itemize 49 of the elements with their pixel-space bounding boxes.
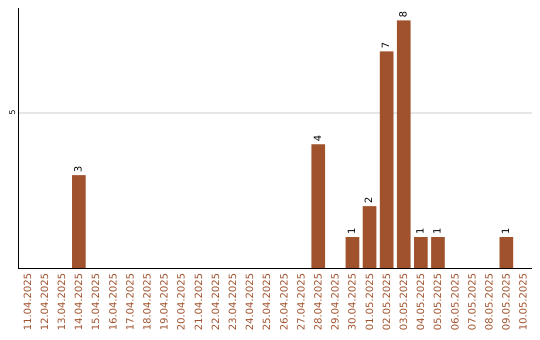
x-tick-label: 10.05.2025 <box>518 273 530 330</box>
x-tick-label: 08.05.2025 <box>484 273 496 330</box>
x-tick-label: 12.04.2025 <box>40 273 51 330</box>
bar <box>500 237 514 268</box>
data-label: 4 <box>312 134 324 142</box>
x-tick-label: 06.05.2025 <box>450 273 462 330</box>
x-tick-label: 30.04.2025 <box>348 273 359 330</box>
x-tick-label: 25.04.2025 <box>262 273 274 330</box>
data-label: 8 <box>398 11 410 18</box>
data-label: 1 <box>500 228 512 234</box>
x-tick-label: 27.04.2025 <box>296 273 308 330</box>
x-tick-label: 11.04.2025 <box>22 273 34 330</box>
x-tick-label: 18.04.2025 <box>142 273 154 330</box>
bar <box>362 206 376 268</box>
x-tick-label: 15.04.2025 <box>91 273 102 330</box>
x-tick-label: 03.05.2025 <box>399 273 410 330</box>
data-label: 2 <box>364 196 376 204</box>
x-tick-label: 07.05.2025 <box>467 273 478 330</box>
x-tick-label: 19.04.2025 <box>160 273 171 330</box>
bar <box>396 20 411 268</box>
x-tick-label: 23.04.2025 <box>228 273 239 330</box>
bar <box>346 237 360 268</box>
x-tick-label: 20.04.2025 <box>176 273 188 330</box>
data-label: 7 <box>381 42 392 48</box>
x-tick-label: 09.05.2025 <box>502 273 513 330</box>
data-label: 3 <box>73 166 84 172</box>
data-label: 1 <box>415 228 426 234</box>
data-label: 1 <box>346 228 358 234</box>
x-tick-label: 05.05.2025 <box>433 273 444 330</box>
data-label: 1 <box>432 228 444 234</box>
bar <box>380 51 394 268</box>
y-tick-label: 5 <box>8 109 17 115</box>
bar <box>431 237 445 268</box>
x-tick-label: 21.04.2025 <box>194 273 205 330</box>
x-tick-label: 14.04.2025 <box>74 273 86 330</box>
bar <box>414 237 428 268</box>
x-tick-label: 24.04.2025 <box>245 273 256 330</box>
x-tick-label: 02.05.2025 <box>382 273 393 330</box>
bar <box>72 175 86 268</box>
x-tick-label: 22.04.2025 <box>210 273 222 330</box>
x-tick-label: 04.05.2025 <box>416 273 428 330</box>
x-tick-label: 13.04.2025 <box>57 273 68 330</box>
x-tick-label: 26.04.2025 <box>279 273 290 330</box>
x-tick-label: 17.04.2025 <box>125 273 136 330</box>
x-tick-label: 16.04.2025 <box>108 273 120 330</box>
x-tick-label: 01.05.2025 <box>364 273 376 330</box>
x-tick-label: 29.04.2025 <box>330 273 342 330</box>
bar <box>311 144 326 268</box>
x-tick-label: 28.04.2025 <box>314 273 324 330</box>
